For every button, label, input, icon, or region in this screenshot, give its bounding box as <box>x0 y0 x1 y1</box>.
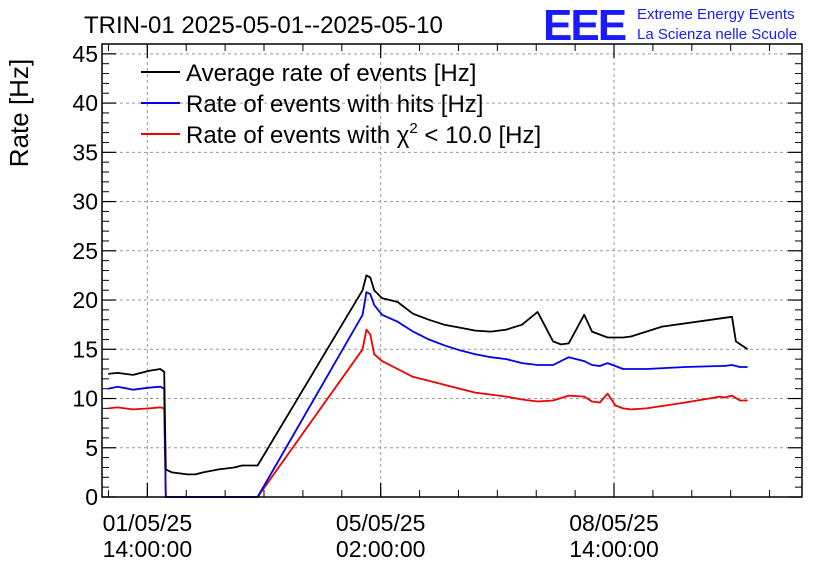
legend: Average rate of events [Hz] Rate of even… <box>141 60 541 149</box>
plot-frame <box>101 43 803 498</box>
axis-ticks: 05101520253035404501/05/2514:00:0005/05/… <box>72 41 802 562</box>
y-tick-label: 15 <box>72 336 98 362</box>
legend-label-hits: Rate of events with hits [Hz] <box>186 91 483 118</box>
x-tick-label-time: 14:00:00 <box>569 536 659 562</box>
y-tick-label: 10 <box>72 386 98 412</box>
y-tick-label: 20 <box>72 287 98 313</box>
grid <box>102 44 802 497</box>
x-tick-label-time: 14:00:00 <box>103 536 193 562</box>
logo-line2: La Scienza nelle Scuole <box>637 26 797 43</box>
logo-mark: EEE <box>543 1 626 50</box>
eee-logo: EEE Extreme Energy Events La Scienza nel… <box>543 1 797 50</box>
y-tick-label: 45 <box>72 41 98 67</box>
series-line-hits <box>108 291 748 498</box>
x-tick-label-time: 02:00:00 <box>336 536 426 562</box>
y-tick-label: 25 <box>72 238 98 264</box>
y-tick-label: 40 <box>72 90 98 116</box>
legend-label-chi2: Rate of events with χ2 < 10.0 [Hz] <box>186 120 541 149</box>
x-tick-label-date: 01/05/25 <box>103 510 193 536</box>
x-tick-label-date: 08/05/25 <box>569 510 659 536</box>
x-tick-label-date: 05/05/25 <box>336 510 426 536</box>
y-tick-label: 0 <box>85 484 98 510</box>
series-group <box>108 274 749 498</box>
logo-line1: Extreme Energy Events <box>637 6 795 23</box>
legend-label-average: Average rate of events [Hz] <box>186 60 476 87</box>
y-tick-label: 30 <box>72 189 98 215</box>
series-line-average <box>108 274 749 476</box>
y-tick-label: 5 <box>85 435 98 461</box>
y-tick-label: 35 <box>72 139 98 165</box>
y-axis-label: Rate [Hz] <box>4 59 34 167</box>
chart-title: TRIN-01 2025-05-01--2025-05-10 <box>84 12 443 39</box>
